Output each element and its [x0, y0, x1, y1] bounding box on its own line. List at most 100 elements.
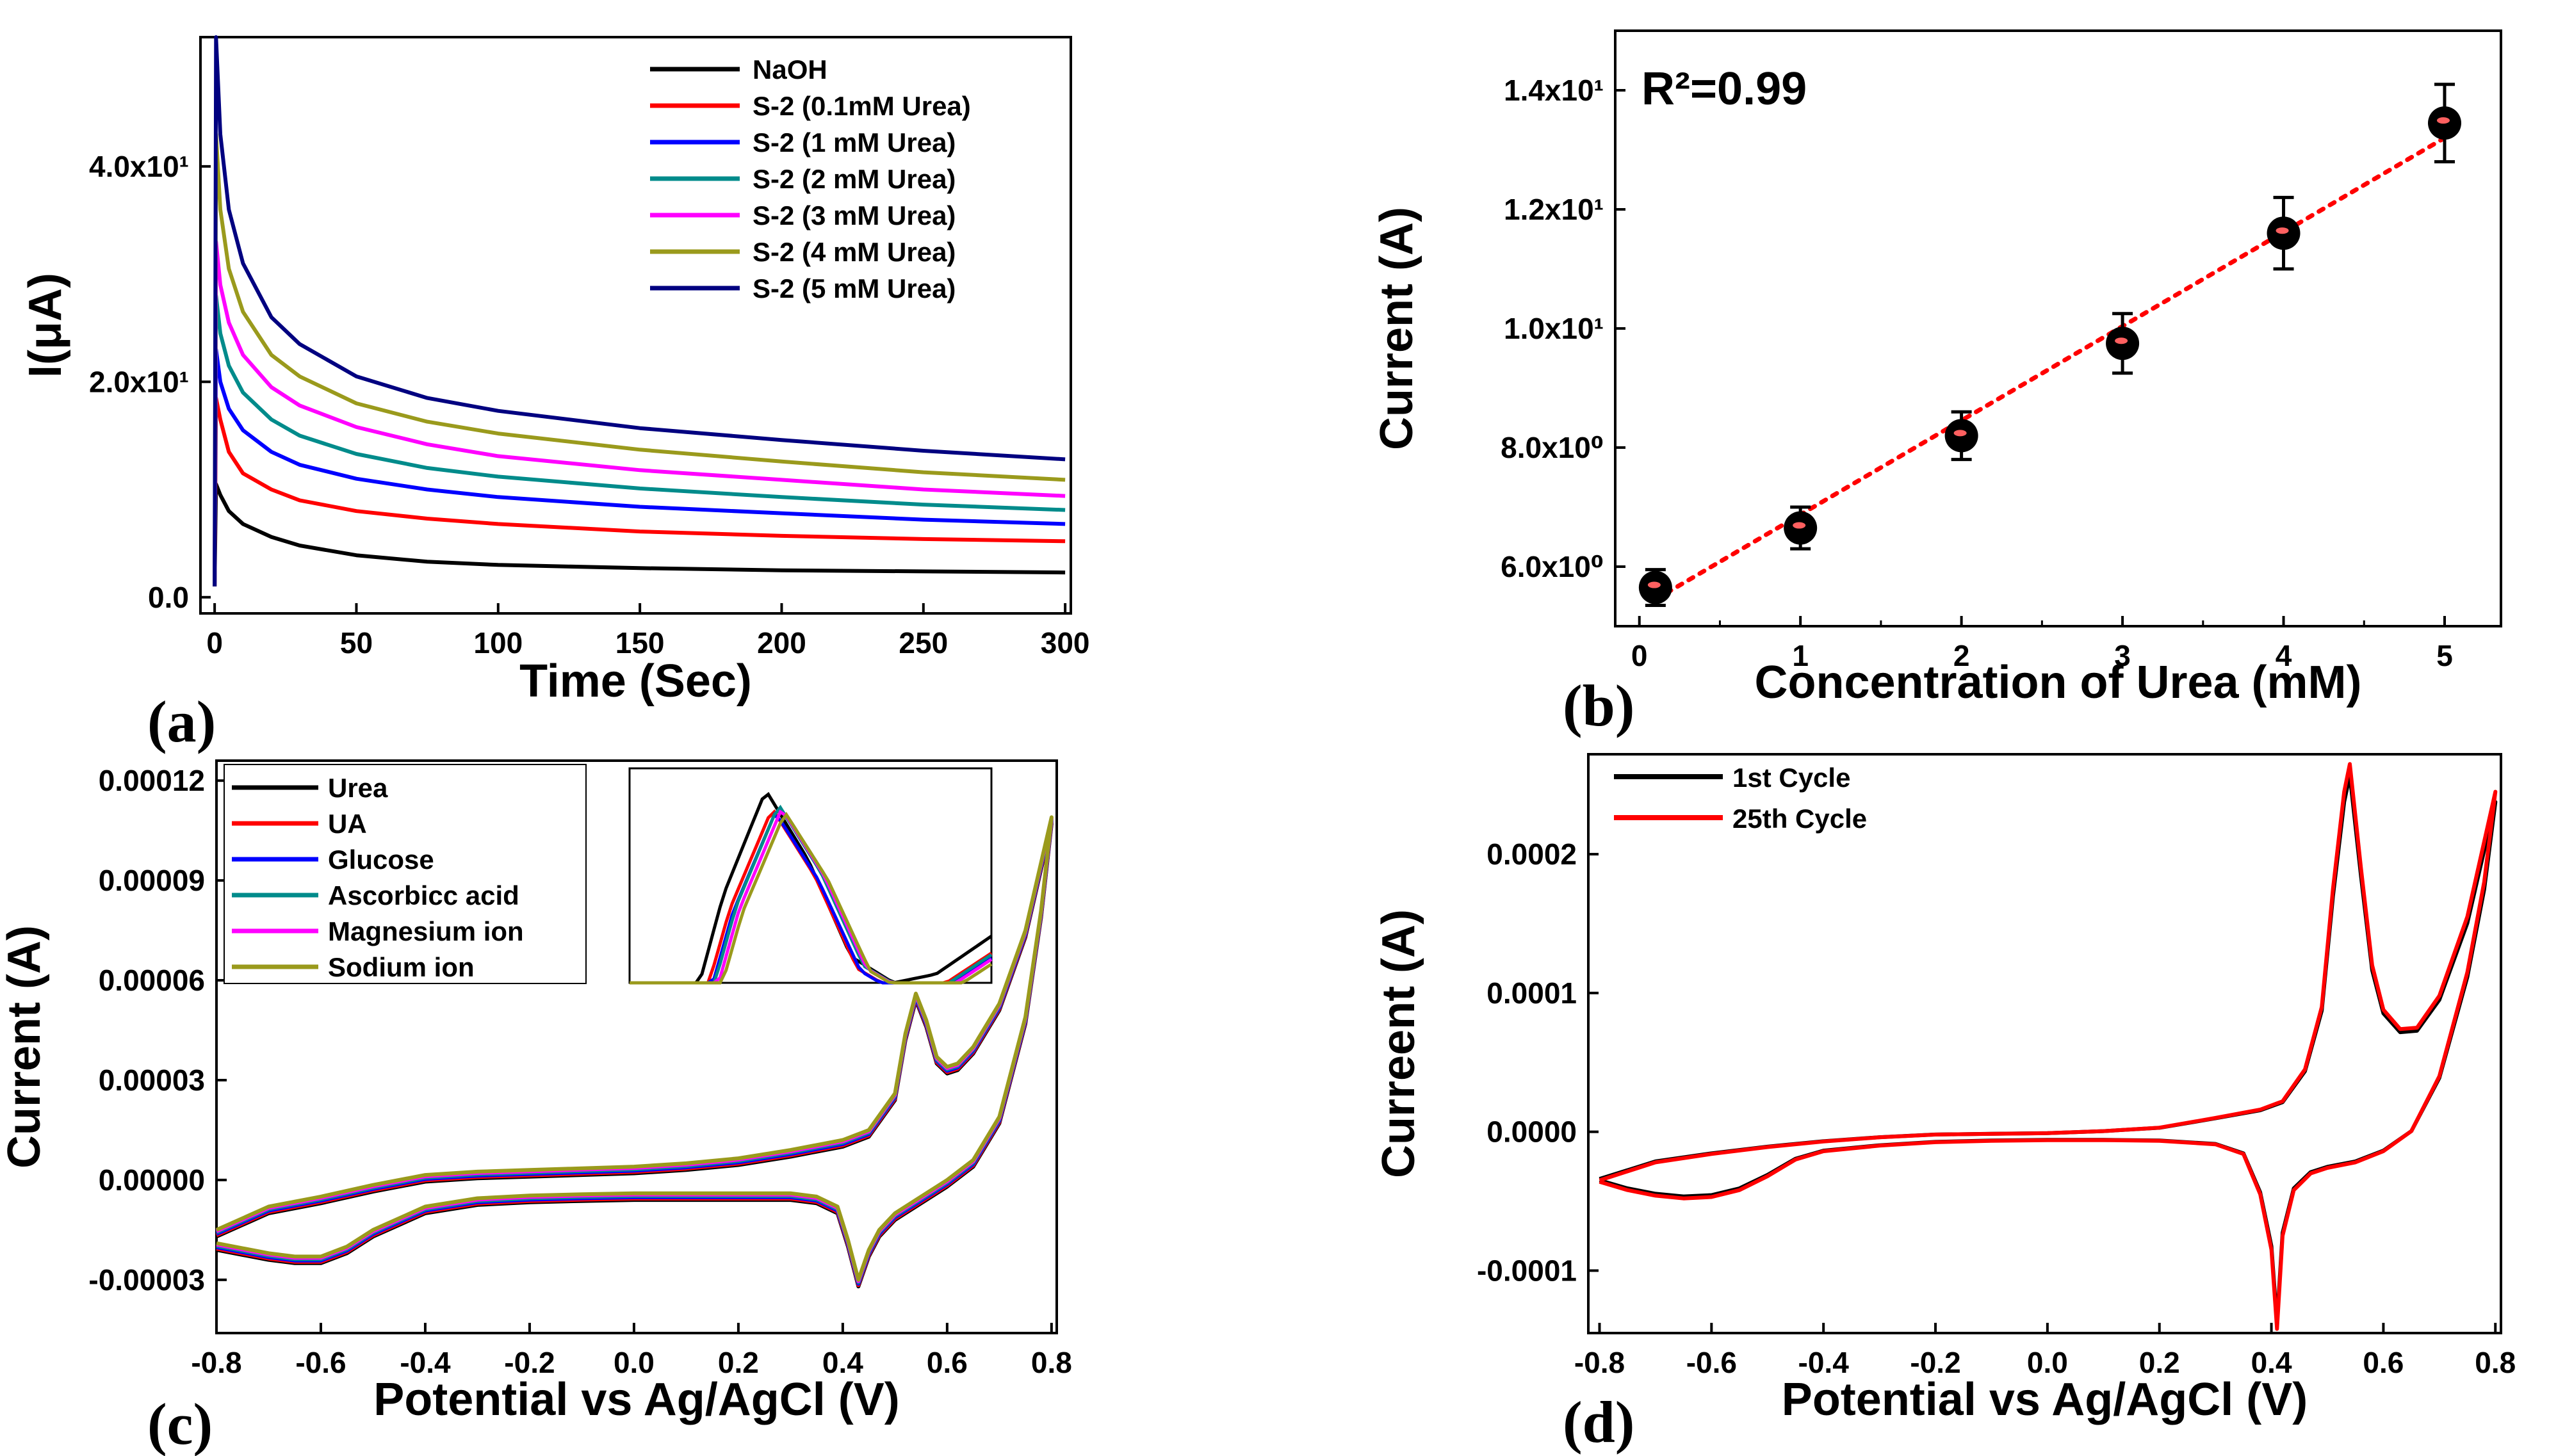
y-tick-label: 0.0002: [1486, 837, 1577, 871]
y-axis-title: Current (A): [0, 925, 50, 1169]
y-tick-label: 0.00006: [99, 964, 205, 997]
x-tick-label: 200: [757, 626, 806, 659]
plot-frame: [199, 36, 1072, 615]
legend-label: S-2 (1 mM Urea): [753, 127, 956, 158]
x-tick-label: 250: [899, 626, 948, 659]
y-tick-label: 8.0x10⁰: [1501, 431, 1604, 464]
x-tick-label: 0.4: [2251, 1346, 2292, 1379]
x-tick-label: -0.6: [295, 1346, 346, 1379]
x-tick-label: 0.4: [822, 1346, 863, 1379]
x-tick-label: 0.8: [2475, 1346, 2516, 1379]
x-tick-label: 50: [340, 626, 373, 659]
y-tick-label: 6.0x10⁰: [1501, 550, 1604, 583]
y-axis-title: Current (A): [1371, 207, 1422, 450]
x-tick-label: 0.2: [718, 1346, 759, 1379]
y-tick-label: 0.0000: [1486, 1115, 1577, 1149]
data-point-highlight: [1953, 430, 1967, 437]
chart-a: 0 50 100 150 200 250 300 0.0 2.0x10¹ 4.0x10¹ Time …: [20, 35, 1090, 707]
legend-label: S-2 (4 mM Urea): [753, 237, 956, 267]
y-tick-label: 0.0001: [1486, 976, 1577, 1010]
y-tick-label: 0.00000: [99, 1163, 205, 1197]
legend-label: Sodium ion: [328, 952, 475, 982]
panel-label-d: (d): [1563, 1389, 1634, 1455]
y-tick-label: 4.0x10¹: [89, 150, 189, 183]
data-point-highlight: [2436, 117, 2450, 124]
series-line: [1599, 762, 2498, 1331]
x-tick-label: 0.0: [614, 1346, 655, 1379]
plot-frame: [1587, 753, 2502, 1334]
x-tick-label: 0.6: [927, 1346, 968, 1379]
y-tick-label: 0.00012: [99, 764, 205, 797]
series-line: [213, 396, 1066, 586]
panel-label-c: (c): [147, 1391, 213, 1456]
x-tick-label: 300: [1041, 626, 1090, 659]
legend-label: S-2 (3 mM Urea): [753, 200, 956, 231]
legend-label: Magnesium ion: [328, 916, 524, 946]
chart-d: -0.8 -0.6 -0.4 -0.2 0.0 0.2 0.4 0.6 0.8 -0.0001 0.…: [1373, 753, 2516, 1425]
y-tick-label: 0.00003: [99, 1064, 205, 1097]
series-line: [213, 35, 1066, 586]
x-axis-title: Time (Sec): [519, 656, 752, 707]
series-line: [213, 132, 1066, 586]
legend-label: UA: [328, 809, 367, 839]
y-tick-label: 0.00009: [99, 864, 205, 897]
x-tick-label: -0.6: [1686, 1346, 1737, 1379]
x-tick-label: 5: [2436, 639, 2453, 672]
x-tick-label: 0.0: [2027, 1346, 2068, 1379]
x-tick-label: 1: [1792, 639, 1809, 672]
legend-box: [224, 764, 587, 984]
panel-label-a: (a): [147, 689, 216, 754]
data-point-highlight: [1793, 522, 1806, 529]
x-tick-label: 0.6: [2363, 1346, 2404, 1379]
series-line: [213, 482, 1066, 586]
x-axis-title: Potential vs Ag/AgCl (V): [1782, 1374, 2308, 1425]
data-point-highlight: [1647, 581, 1661, 588]
y-tick-label: 1.4x10¹: [1504, 74, 1604, 107]
y-tick-label: 0.0: [148, 581, 189, 614]
legend-label: S-2 (0.1mM Urea): [753, 91, 971, 121]
y-axis-title: I(μA): [20, 273, 71, 378]
panel-label-b: (b): [1563, 673, 1634, 738]
r-squared-annotation: R²=0.99: [1641, 63, 1807, 115]
y-tick-label: -0.00003: [88, 1263, 205, 1297]
chart-c: -0.8 -0.6 -0.4 -0.2 0.0 0.2 0.4 0.6 0.8 -0.00003 0…: [0, 759, 1072, 1425]
data-point-highlight: [2115, 337, 2128, 344]
y-tick-label: 1.0x10¹: [1504, 312, 1604, 345]
legend-label: Urea: [328, 773, 388, 803]
series-line: [215, 815, 1054, 1282]
x-tick-label: 0.8: [1031, 1346, 1072, 1379]
chart-b: 0 1 2 3 4 5 6.0x10⁰ 8.0x10⁰ 1.0x10¹ 1.2x10¹ 1.4x10…: [1371, 29, 2502, 708]
x-tick-label: -0.2: [1910, 1346, 1960, 1379]
legend-label: S-2 (5 mM Urea): [753, 273, 956, 303]
legend-label: Glucose: [328, 845, 434, 875]
series-line: [213, 239, 1066, 586]
x-axis-title: Concentration of Urea (mM): [1754, 657, 2361, 708]
y-axis-title: Curreent (A): [1373, 909, 1424, 1178]
inset-frame: [628, 767, 993, 984]
x-tick-label: 3: [2114, 639, 2131, 672]
plot-frame: [215, 759, 1058, 1334]
x-tick-label: -0.4: [1798, 1346, 1850, 1379]
x-axis-title: Potential vs Ag/AgCl (V): [373, 1374, 899, 1425]
x-tick-label: 0.2: [2139, 1346, 2180, 1379]
x-tick-label: -0.8: [1574, 1346, 1625, 1379]
series-line: [213, 347, 1066, 586]
x-tick-label: -0.4: [400, 1346, 451, 1379]
legend-label: 1st Cycle: [1732, 763, 1850, 793]
x-tick-label: -0.8: [191, 1346, 241, 1379]
legend-label: S-2 (2 mM Urea): [753, 164, 956, 194]
legend-label: 25th Cycle: [1732, 804, 1867, 834]
x-tick-label: 150: [615, 626, 665, 659]
legend-label: NaOH: [753, 54, 827, 85]
y-tick-label: 2.0x10¹: [89, 365, 189, 398]
x-tick-label: 0: [206, 626, 223, 659]
x-tick-label: 0: [1631, 639, 1648, 672]
data-point-highlight: [2276, 227, 2289, 234]
x-tick-label: 100: [473, 626, 523, 659]
inset-series-line: [630, 811, 993, 985]
y-tick-label: 1.2x10¹: [1504, 193, 1604, 226]
legend-label: Ascorbicc acid: [328, 880, 519, 910]
x-tick-label: -0.2: [504, 1346, 555, 1379]
y-tick-label: -0.0001: [1477, 1254, 1577, 1287]
